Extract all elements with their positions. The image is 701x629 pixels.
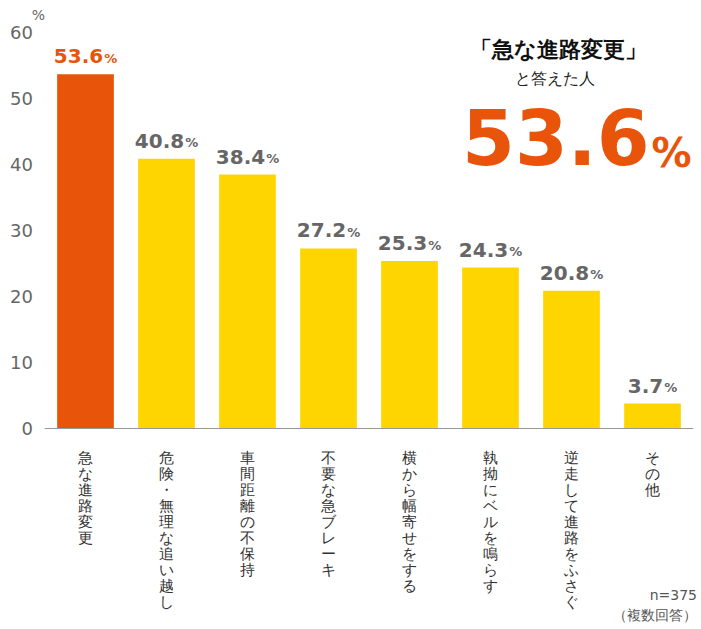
svg-text:路: 路 (564, 529, 579, 547)
svg-text:変: 変 (78, 513, 93, 531)
svg-text:を: を (564, 545, 579, 563)
svg-text:す: す (402, 561, 417, 579)
svg-text:を: を (402, 545, 417, 563)
svg-text:越: 越 (159, 577, 174, 595)
svg-text:急: 急 (321, 497, 336, 515)
svg-text:逆: 逆 (564, 449, 579, 467)
svg-text:%: % (509, 244, 522, 259)
svg-text:要: 要 (321, 465, 336, 483)
svg-text:53.6: 53.6 (462, 94, 650, 183)
svg-text:%: % (590, 267, 603, 282)
svg-text:す: す (483, 577, 498, 595)
svg-text:せ: せ (402, 529, 417, 547)
svg-text:更: 更 (78, 529, 93, 547)
svg-text:走: 走 (564, 465, 579, 483)
svg-text:60: 60 (10, 22, 33, 43)
svg-text:キ: キ (321, 561, 336, 579)
svg-text:か: か (402, 465, 417, 483)
svg-text:執: 執 (483, 449, 498, 467)
svg-text:幅: 幅 (402, 497, 417, 515)
svg-text:路: 路 (78, 497, 93, 515)
svg-text:24.3: 24.3 (459, 238, 508, 262)
svg-text:%: % (347, 225, 360, 240)
svg-text:30: 30 (10, 220, 33, 241)
svg-text:し: し (564, 481, 579, 499)
svg-text:進: 進 (78, 481, 93, 499)
svg-text:離: 離 (240, 497, 255, 515)
svg-text:拗: 拗 (483, 465, 498, 483)
svg-text:「急な進路変更」: 「急な進路変更」 (470, 37, 647, 62)
svg-text:ら: ら (483, 561, 498, 579)
svg-text:険: 険 (159, 465, 174, 483)
svg-text:な: な (159, 529, 174, 547)
svg-text:20: 20 (10, 286, 33, 307)
svg-text:そ: そ (645, 449, 660, 467)
svg-text:に: に (483, 481, 498, 499)
svg-text:ら: ら (402, 481, 417, 499)
svg-text:さ: さ (564, 577, 579, 595)
svg-text:し: し (159, 593, 174, 611)
svg-text:ベ: ベ (483, 497, 498, 515)
svg-text:40: 40 (10, 154, 33, 175)
svg-text:車: 車 (240, 449, 255, 467)
svg-text:無: 無 (159, 497, 174, 515)
svg-text:53.6: 53.6 (54, 44, 103, 68)
svg-text:%: % (266, 151, 279, 166)
svg-text:の: の (645, 465, 660, 483)
svg-text:る: る (402, 577, 417, 595)
svg-text:0: 0 (22, 418, 33, 439)
svg-text:ル: ル (483, 513, 498, 531)
svg-text:n=375: n=375 (650, 587, 697, 603)
svg-text:20.8: 20.8 (540, 261, 589, 285)
svg-text:25.3: 25.3 (378, 231, 427, 255)
svg-text:い: い (159, 561, 174, 579)
svg-text:ふ: ふ (564, 561, 579, 579)
svg-text:な: な (78, 465, 93, 483)
svg-text:%: % (104, 51, 117, 66)
svg-text:不: 不 (240, 529, 255, 547)
svg-text:寄: 寄 (402, 513, 417, 531)
svg-text:10: 10 (10, 352, 33, 373)
svg-text:3.7: 3.7 (628, 374, 663, 398)
svg-text:持: 持 (240, 561, 255, 579)
svg-text:%: % (32, 7, 45, 23)
svg-text:鳴: 鳴 (483, 545, 498, 563)
svg-text:の: の (240, 513, 255, 531)
svg-text:と答えた人: と答えた人 (515, 69, 595, 88)
svg-text:ぐ: ぐ (564, 593, 579, 611)
svg-text:ブ: ブ (321, 513, 336, 531)
svg-text:（複数回答）: （複数回答） (613, 607, 697, 623)
svg-text:%: % (652, 130, 692, 176)
svg-text:27.2: 27.2 (297, 218, 346, 242)
svg-text:間: 間 (240, 465, 255, 483)
svg-text:ー: ー (321, 545, 336, 563)
svg-text:%: % (428, 238, 441, 253)
svg-text:理: 理 (159, 513, 174, 531)
svg-text:な: な (321, 481, 336, 499)
svg-text:38.4: 38.4 (216, 145, 265, 169)
svg-text:横: 横 (402, 449, 417, 467)
svg-text:て: て (564, 497, 579, 515)
svg-text:レ: レ (321, 529, 336, 547)
svg-text:不: 不 (321, 449, 336, 467)
svg-text:追: 追 (159, 545, 174, 563)
svg-text:40.8: 40.8 (135, 129, 184, 153)
svg-text:進: 進 (564, 513, 579, 531)
svg-text:危: 危 (159, 449, 174, 467)
svg-text:を: を (483, 529, 498, 547)
svg-text:距: 距 (240, 481, 255, 499)
svg-text:他: 他 (645, 481, 660, 499)
svg-text:急: 急 (78, 449, 93, 467)
svg-text:50: 50 (10, 88, 33, 109)
svg-text:%: % (664, 380, 677, 395)
svg-text:保: 保 (240, 545, 255, 563)
svg-text:%: % (185, 135, 198, 150)
